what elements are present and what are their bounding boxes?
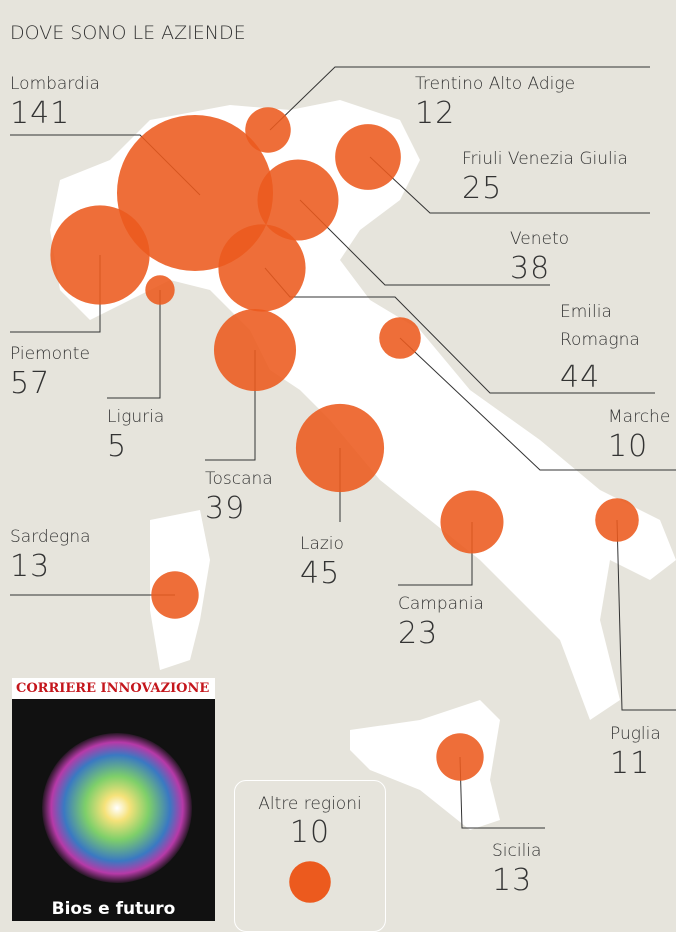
title: DOVE SONO LE AZIENDE xyxy=(10,22,246,44)
region-name: Marche xyxy=(608,403,670,431)
bubble xyxy=(595,498,639,542)
bubble xyxy=(151,571,198,618)
region-name: Trentino Alto Adige xyxy=(415,70,575,98)
bubble xyxy=(436,733,483,780)
region-name: Emilia Romagna xyxy=(560,298,650,354)
region-value: 13 xyxy=(10,549,50,584)
cover-masthead: CORRIERE INNOVAZIONE xyxy=(12,678,215,699)
other-name: Altre regioni xyxy=(234,790,386,818)
bubble xyxy=(218,224,305,311)
region-name: Campania xyxy=(398,590,484,618)
region-name: Lazio xyxy=(300,530,344,558)
region-value: 45 xyxy=(300,556,340,591)
bubble xyxy=(296,404,384,492)
region-name: Friuli Venezia Giulia xyxy=(462,145,628,173)
bubble xyxy=(145,275,174,304)
region-value: 44 xyxy=(560,360,600,395)
bubble xyxy=(440,490,503,553)
region-name: Toscana xyxy=(205,465,273,493)
region-value: 5 xyxy=(107,429,127,464)
region-name: Piemonte xyxy=(10,340,90,368)
region-name: Lombardia xyxy=(10,70,100,98)
cover-headline: Bios e futuro xyxy=(12,899,215,919)
magazine-cover: CORRIERE INNOVAZIONE Bios e futuro xyxy=(12,678,215,921)
region-name: Sicilia xyxy=(492,837,541,865)
other-value: 10 xyxy=(234,815,386,850)
region-value: 57 xyxy=(10,366,50,401)
page: DOVE SONO LE AZIENDE CORRIERE INNOVAZION… xyxy=(0,0,676,921)
region-value: 10 xyxy=(608,429,648,464)
region-name: Puglia xyxy=(610,720,661,748)
region-value: 12 xyxy=(415,96,455,131)
region-value: 39 xyxy=(205,491,245,526)
region-value: 13 xyxy=(492,863,532,898)
bubble xyxy=(379,317,421,359)
region-value: 11 xyxy=(610,746,650,781)
bubble xyxy=(245,107,291,153)
bubble xyxy=(335,124,401,190)
region-value: 141 xyxy=(10,96,70,131)
bubble xyxy=(50,205,149,304)
region-value: 25 xyxy=(462,171,502,206)
region-name: Sardegna xyxy=(10,523,91,551)
region-value: 23 xyxy=(398,616,438,651)
region-value: 38 xyxy=(510,251,550,286)
bubble xyxy=(214,309,296,391)
region-name: Veneto xyxy=(510,225,569,253)
cover-image xyxy=(42,733,192,883)
region-name: Liguria xyxy=(107,403,164,431)
